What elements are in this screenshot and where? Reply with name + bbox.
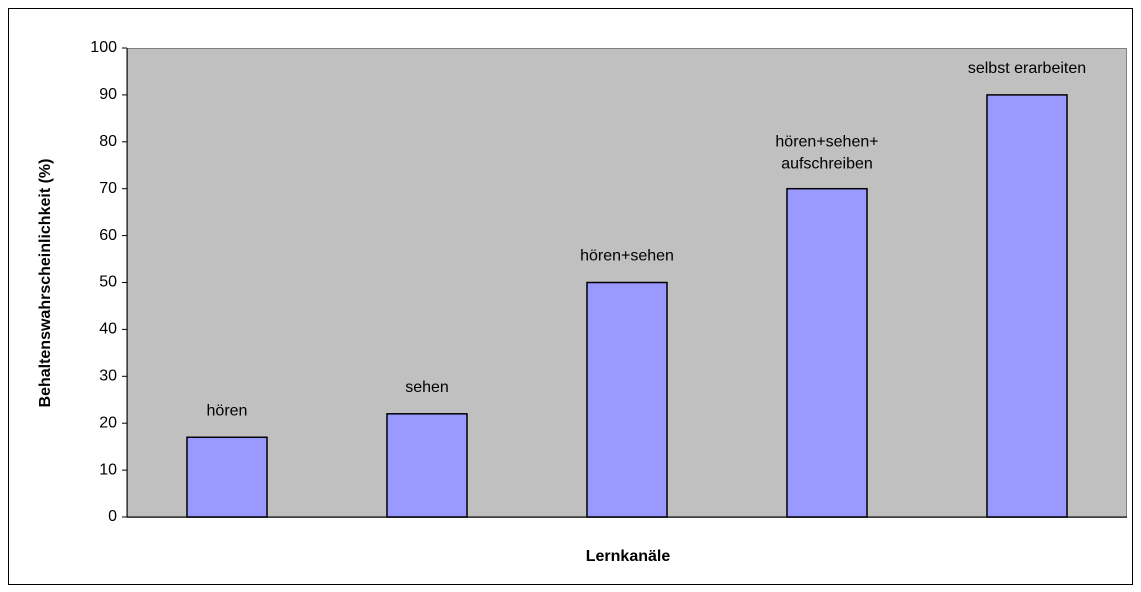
y-tick-label: 60 bbox=[99, 227, 117, 244]
bar bbox=[786, 187, 868, 518]
bar-category-label: selbst erarbeiten bbox=[968, 60, 1086, 77]
bar-category-label: hören+sehen+ aufschreiben bbox=[775, 134, 878, 173]
y-tick-label: 100 bbox=[90, 39, 117, 56]
bar-category-label: sehen bbox=[405, 379, 449, 396]
bar bbox=[386, 413, 468, 518]
bar-category-label: hören bbox=[207, 402, 248, 419]
y-tick-label: 0 bbox=[108, 508, 117, 525]
bar-category-label: hören+sehen bbox=[580, 248, 674, 265]
x-axis-label: Lernkanäle bbox=[586, 548, 671, 565]
y-tick-label: 30 bbox=[99, 368, 117, 385]
y-tick-label: 90 bbox=[99, 86, 117, 103]
y-tick-label: 20 bbox=[99, 414, 117, 431]
y-tick-label: 40 bbox=[99, 321, 117, 338]
y-tick-label: 50 bbox=[99, 274, 117, 291]
y-tick-label: 70 bbox=[99, 180, 117, 197]
y-axis-label: Behaltenswahrscheinlichkeit (%) bbox=[37, 159, 54, 408]
y-tick-label: 10 bbox=[99, 461, 117, 478]
bar bbox=[586, 281, 668, 518]
bar bbox=[186, 436, 268, 518]
y-tick-label: 80 bbox=[99, 133, 117, 150]
bar bbox=[986, 94, 1068, 518]
